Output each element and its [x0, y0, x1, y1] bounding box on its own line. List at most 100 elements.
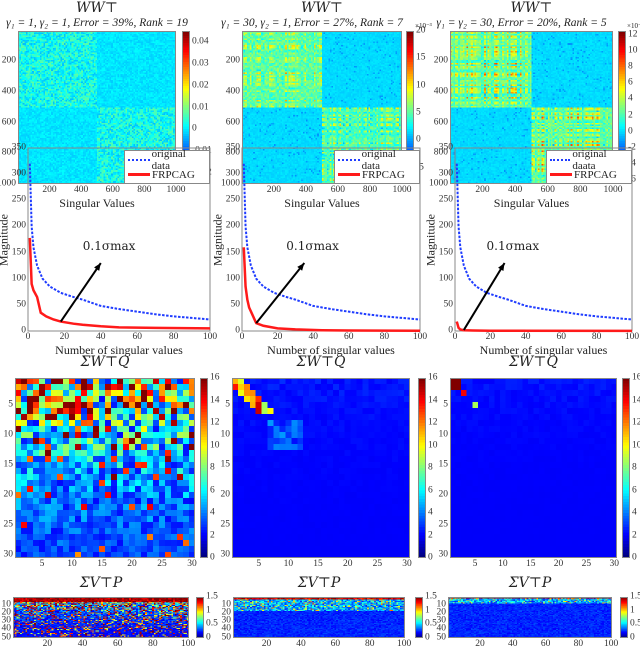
colorbar-tick-label: 2	[628, 110, 633, 121]
y-tick-label: 800	[433, 147, 448, 158]
y-tick-label: 5	[225, 399, 230, 410]
y-tick-label: 20	[221, 607, 232, 618]
colorbar-tick-label: 1	[425, 605, 430, 616]
x-tick-label: 100	[202, 332, 218, 342]
colorbar-tick-label: 4	[632, 507, 637, 518]
x-tick-label: 0	[239, 332, 245, 342]
x-tick-label: 1000	[603, 185, 623, 195]
x-tick-label: 0	[25, 332, 31, 342]
heatmap-image	[450, 378, 617, 558]
x-tick-label: 25	[372, 559, 383, 569]
y-tick-label: 40	[1, 623, 12, 634]
line-chart-axes	[27, 147, 211, 332]
x-axis-label: Singular Values	[59, 196, 135, 210]
x-tick-label: 40	[521, 332, 531, 342]
chart-title: ΣV⊤P	[297, 575, 341, 591]
colorbar	[618, 31, 626, 184]
x-tick-label: 1000	[392, 185, 412, 195]
y-tick-label: 100	[225, 273, 240, 284]
legend-label: FRPCAG	[362, 168, 405, 181]
colorbar-tick-label: 8	[632, 462, 637, 473]
y-tick-label: 200	[225, 220, 240, 231]
x-tick-label: 10	[283, 559, 294, 569]
chart-title: ΣW⊤Q	[80, 354, 130, 370]
x-axis-label: Singular Values	[284, 196, 360, 210]
x-tick-label: 600	[540, 185, 555, 195]
colorbar-tick-label: 10	[628, 45, 638, 56]
x-tick-label: 80	[573, 639, 584, 646]
chart-subtitle: γ₁ = 1, γ₂ = 1, Error = 39%, Rank = 19	[6, 17, 188, 29]
heatmap-image	[13, 597, 189, 638]
line-chart-axes	[241, 147, 421, 332]
chart-subtitle: γ₁ = γ₂ = 30, Error = 20%, Rank = 5	[436, 17, 607, 29]
chart-title: ΣW⊤Q	[296, 354, 346, 370]
y-tick-label: 400	[225, 86, 240, 97]
legend-solid-line-icon	[338, 173, 360, 176]
x-tick-label: 20	[127, 559, 137, 569]
y-tick-label: 25	[220, 519, 231, 530]
x-tick-label: 20	[485, 332, 496, 342]
colorbar-frame	[200, 378, 208, 558]
x-tick-label: 800	[137, 185, 152, 195]
chart-title: ΣW⊤Q	[509, 354, 558, 370]
y-tick-label: 30	[436, 615, 447, 626]
colorbar-tick-label: 14	[210, 395, 220, 405]
y-tick-label: 0	[235, 325, 240, 336]
chart-title: ΣV⊤P	[79, 575, 123, 591]
heatmap-frame	[450, 378, 617, 558]
y-tick-label: 100	[438, 273, 453, 284]
colorbar-tick-label: 20	[416, 25, 426, 36]
y-axis-label: Magnitude	[0, 213, 11, 266]
colorbar-tick-label: 16	[632, 372, 640, 383]
chart-title: WW⊤	[76, 0, 118, 16]
y-tick-label: 350	[438, 142, 453, 153]
legend-entry: FRPCAG	[128, 167, 206, 182]
y-tick-label: 0	[21, 325, 26, 336]
y-tick-label: 25	[438, 519, 449, 530]
colorbar-tick-label: 6	[428, 485, 433, 495]
x-tick-label: 20	[272, 332, 283, 342]
annotation-arrow	[462, 262, 506, 331]
colorbar-tick-label: 8	[428, 462, 433, 473]
y-tick-label: 800	[225, 147, 240, 158]
y-tick-label: 10	[220, 429, 231, 440]
chart-subtitle: γ₁ = 30, γ₂ = 1, Error = 27%, Rank = 7	[221, 17, 403, 29]
y-tick-label: 50	[221, 632, 232, 643]
x-tick-label: 80	[379, 332, 390, 342]
x-tick-label: 0	[452, 332, 458, 342]
x-tick-label: 15	[525, 559, 536, 569]
heatmap-image	[232, 378, 410, 558]
colorbar-tick-label: 0	[628, 126, 633, 137]
colorbar-tick-label: 12	[632, 417, 640, 428]
legend-dotted-line-icon	[550, 158, 571, 161]
colorbar-tick-label: -2	[628, 142, 636, 153]
y-tick-label: 30	[3, 549, 14, 560]
y-tick-label: 400	[1, 86, 16, 97]
colorbar-tick-label: 10	[428, 440, 438, 450]
legend-entry: FRPCAG	[550, 167, 628, 182]
y-tick-label: 50	[436, 632, 447, 643]
heatmap-frame	[13, 597, 189, 638]
colorbar	[182, 31, 190, 184]
colorbar-tick-label: 12	[628, 29, 638, 40]
x-tick-label: 80	[168, 332, 179, 342]
y-tick-label: 600	[433, 117, 448, 128]
x-tick-label: 20	[553, 559, 564, 569]
y-tick-label: 1000	[429, 178, 448, 189]
x-tick-label: 15	[97, 559, 107, 569]
arrow-head-icon	[94, 263, 101, 271]
x-tick-label: 100	[412, 332, 428, 342]
y-tick-label: 200	[225, 55, 240, 66]
colorbar-exponent: ×10⁻³	[627, 22, 640, 30]
legend-solid-line-icon	[128, 173, 150, 176]
x-tick-label: 40	[296, 639, 306, 646]
colorbar-tick-label: 4	[428, 507, 433, 518]
original-data-line	[242, 163, 421, 321]
legend: original daata FRPCAG	[546, 148, 632, 184]
y-tick-label: 30	[221, 615, 232, 626]
x-tick-label: 5	[39, 559, 45, 569]
x-axis-label: Number of singular values	[267, 343, 395, 357]
y-tick-label: 600	[1, 117, 16, 128]
y-tick-label: 40	[436, 623, 447, 634]
x-tick-label: 30	[609, 559, 619, 569]
